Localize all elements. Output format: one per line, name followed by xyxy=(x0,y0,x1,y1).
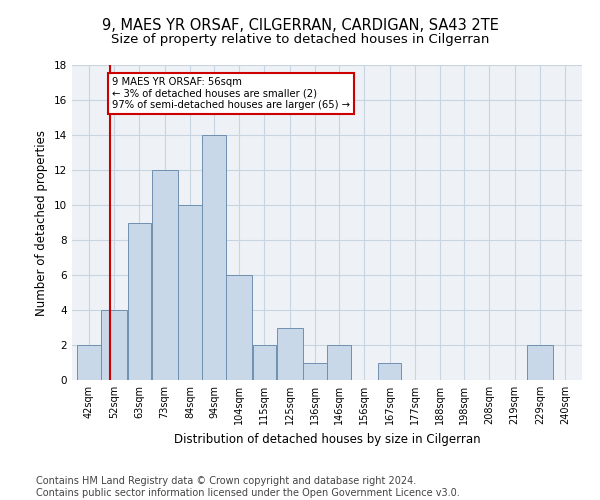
Bar xyxy=(128,222,151,380)
Bar xyxy=(152,170,178,380)
Y-axis label: Number of detached properties: Number of detached properties xyxy=(35,130,49,316)
Bar xyxy=(277,328,302,380)
Text: 9 MAES YR ORSAF: 56sqm
← 3% of detached houses are smaller (2)
97% of semi-detac: 9 MAES YR ORSAF: 56sqm ← 3% of detached … xyxy=(112,77,350,110)
Text: Contains HM Land Registry data © Crown copyright and database right 2024.
Contai: Contains HM Land Registry data © Crown c… xyxy=(36,476,460,498)
Bar xyxy=(226,275,252,380)
Text: Size of property relative to detached houses in Cilgerran: Size of property relative to detached ho… xyxy=(111,32,489,46)
X-axis label: Distribution of detached houses by size in Cilgerran: Distribution of detached houses by size … xyxy=(173,432,481,446)
Text: 9, MAES YR ORSAF, CILGERRAN, CARDIGAN, SA43 2TE: 9, MAES YR ORSAF, CILGERRAN, CARDIGAN, S… xyxy=(101,18,499,32)
Bar xyxy=(327,345,351,380)
Bar xyxy=(202,135,226,380)
Bar xyxy=(378,362,401,380)
Bar xyxy=(527,345,553,380)
Bar xyxy=(178,205,202,380)
Bar xyxy=(101,310,127,380)
Bar xyxy=(303,362,327,380)
Bar xyxy=(253,345,276,380)
Bar xyxy=(77,345,101,380)
